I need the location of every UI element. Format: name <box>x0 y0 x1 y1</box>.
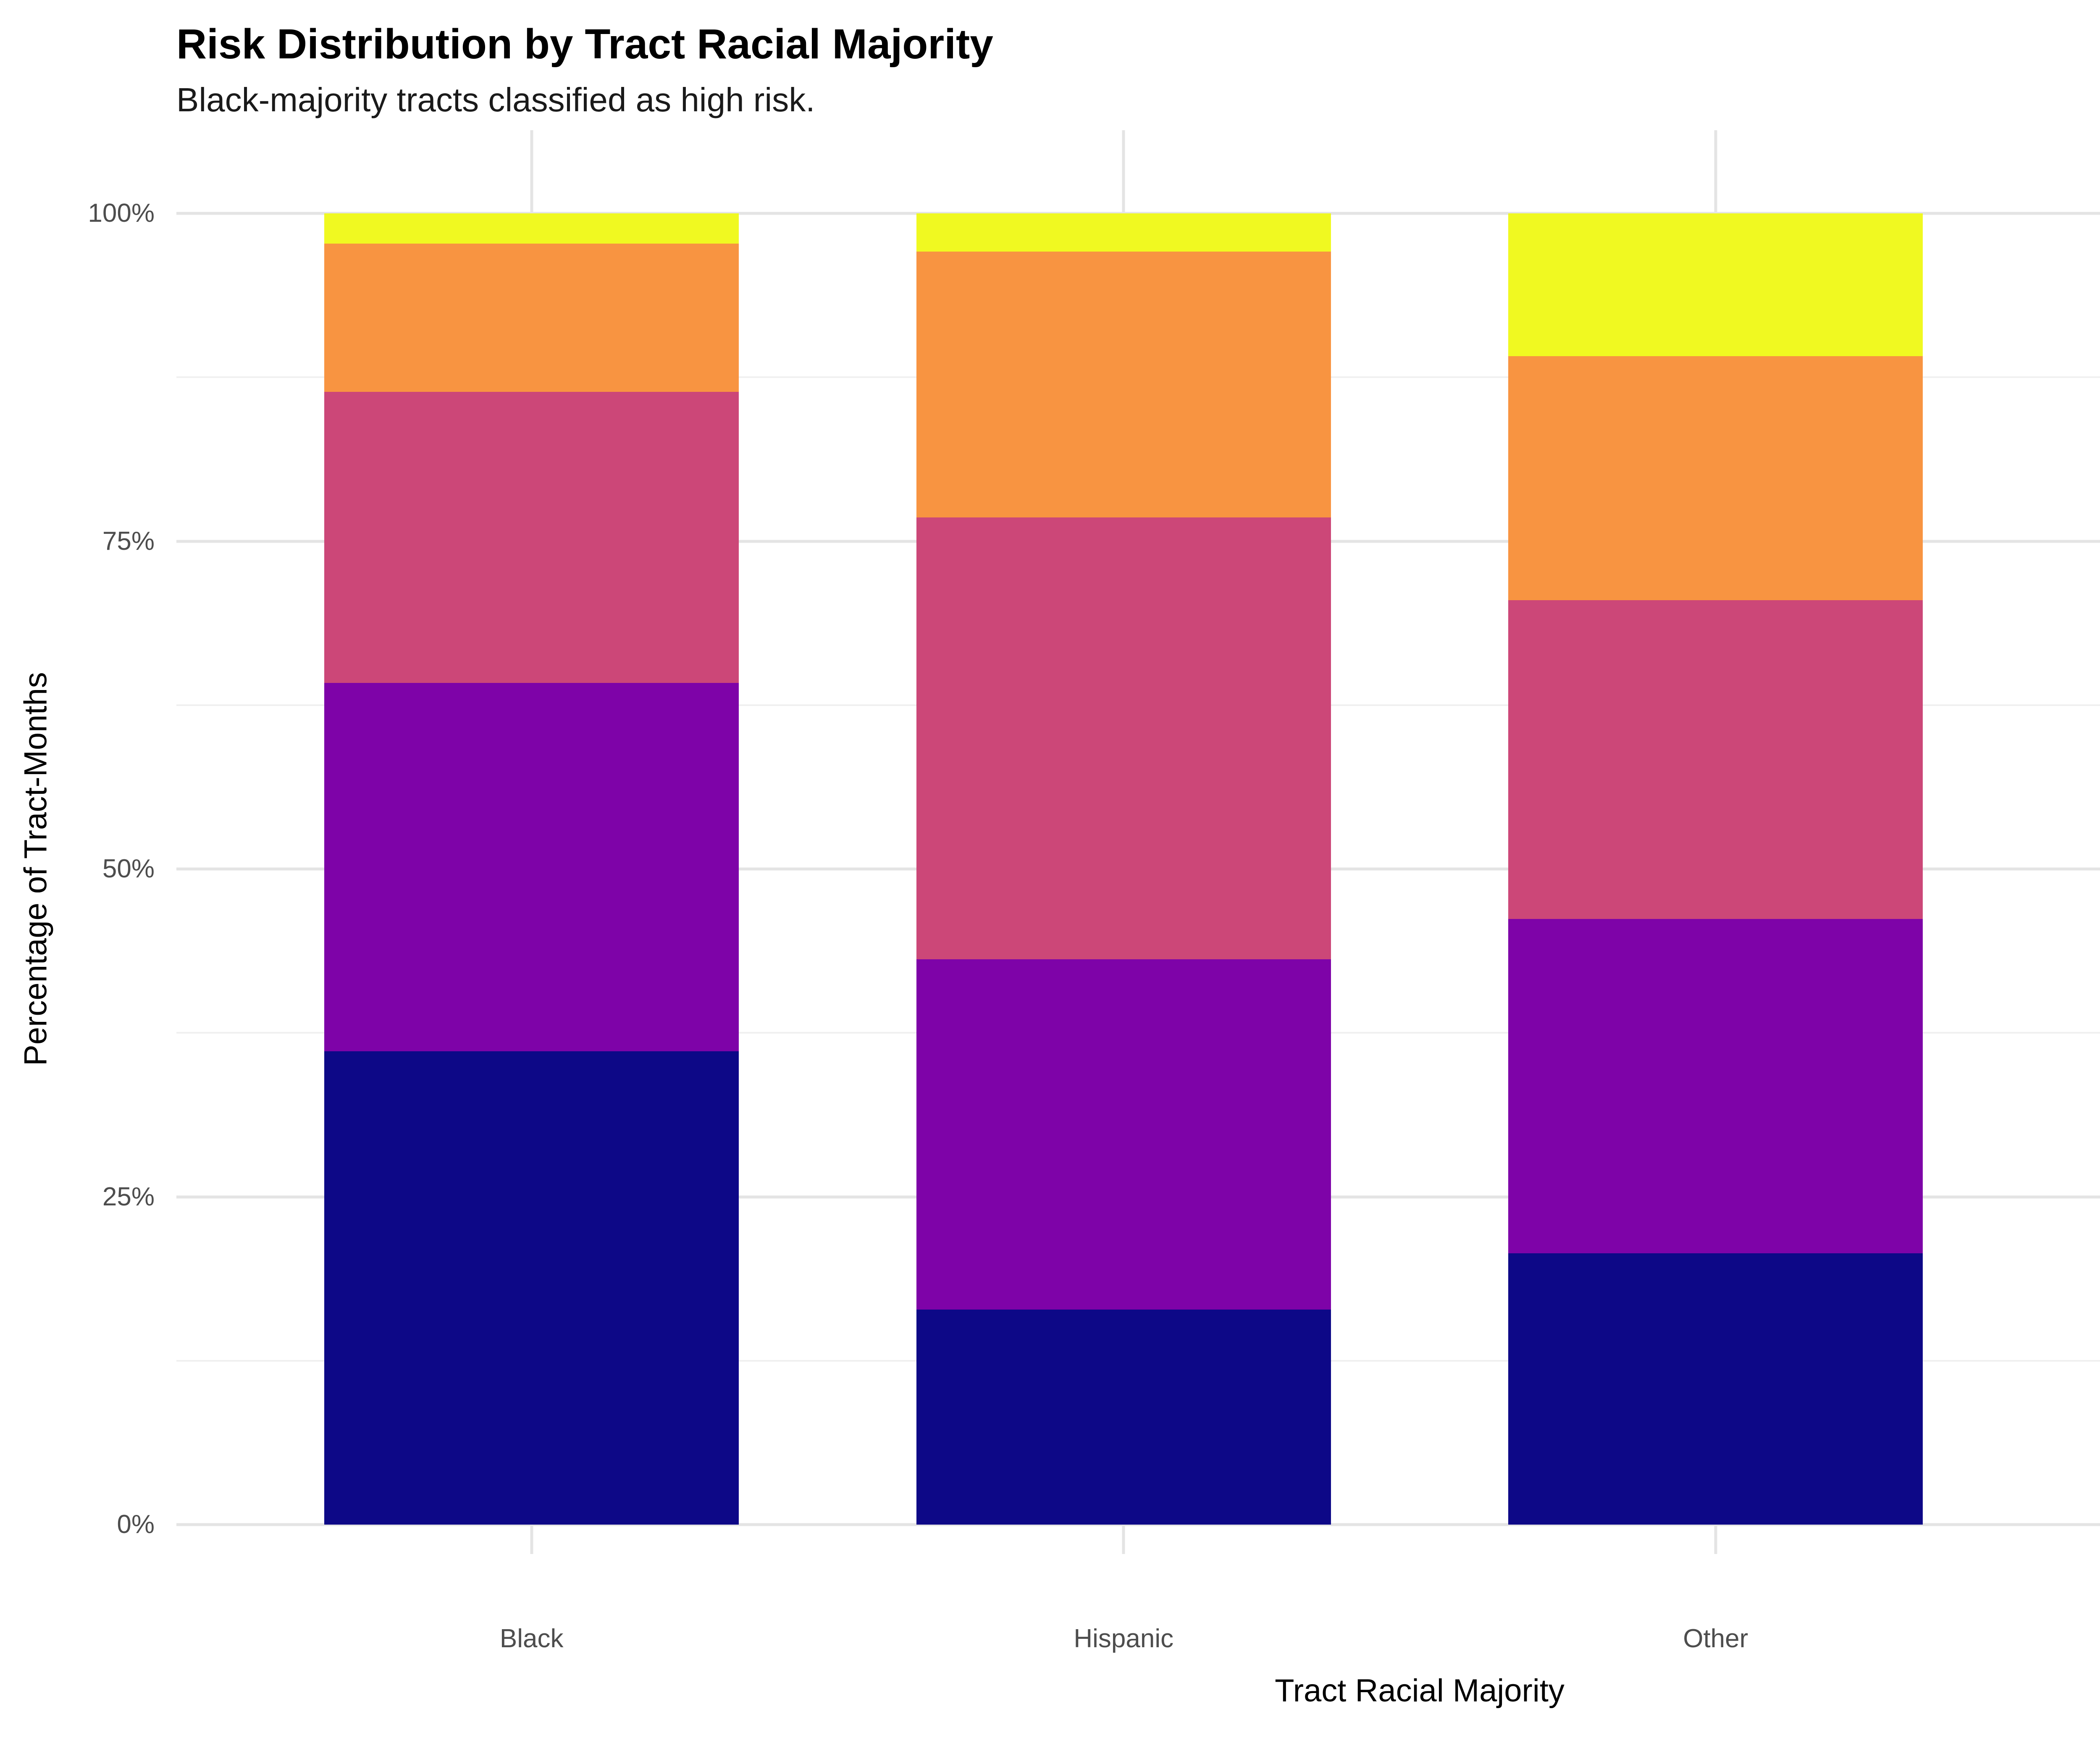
segment-other-highest-risk <box>1508 1253 1923 1525</box>
segment-other-high-risk <box>1508 919 1923 1253</box>
y-tick-label-75: 75% <box>102 526 155 556</box>
bar-hispanic <box>916 213 1331 1525</box>
segment-black-lowest-risk <box>324 213 739 244</box>
segment-other-lowest-risk <box>1508 213 1923 357</box>
segment-black-moderate-risk <box>324 391 739 683</box>
y-tick-label-25: 25% <box>102 1182 155 1211</box>
segment-black-high-risk <box>324 682 739 1051</box>
bar-other <box>1508 213 1923 1525</box>
plot-area <box>176 212 2100 1526</box>
x-tick-label-other: Other <box>1683 1624 1748 1653</box>
segment-hispanic-low-risk <box>916 251 1331 518</box>
y-tick-label-50: 50% <box>102 854 155 883</box>
y-tick-label-100: 100% <box>88 199 155 228</box>
segment-hispanic-moderate-risk <box>916 517 1331 960</box>
segment-hispanic-highest-risk <box>916 1309 1331 1525</box>
x-tick-label-black: Black <box>499 1624 564 1653</box>
x-tick-label-hispanic: Hispanic <box>1074 1624 1174 1653</box>
segment-black-highest-risk <box>324 1051 739 1525</box>
chart-subtitle: Black-majority tracts classified as high… <box>176 81 815 118</box>
x-axis-title: Tract Racial Majority <box>1275 1673 1564 1709</box>
horizontal-gridline-major <box>176 1523 2100 1526</box>
segment-black-low-risk <box>324 243 739 392</box>
segment-hispanic-high-risk <box>916 959 1331 1310</box>
segment-hispanic-lowest-risk <box>916 213 1331 252</box>
y-tick-label-0: 0% <box>117 1510 155 1539</box>
y-axis-title: Percentage of Tract-Months <box>18 672 54 1066</box>
chart-title: Risk Distribution by Tract Racial Majori… <box>176 21 993 68</box>
bar-black <box>324 213 739 1525</box>
segment-other-moderate-risk <box>1508 600 1923 919</box>
segment-other-low-risk <box>1508 356 1923 600</box>
